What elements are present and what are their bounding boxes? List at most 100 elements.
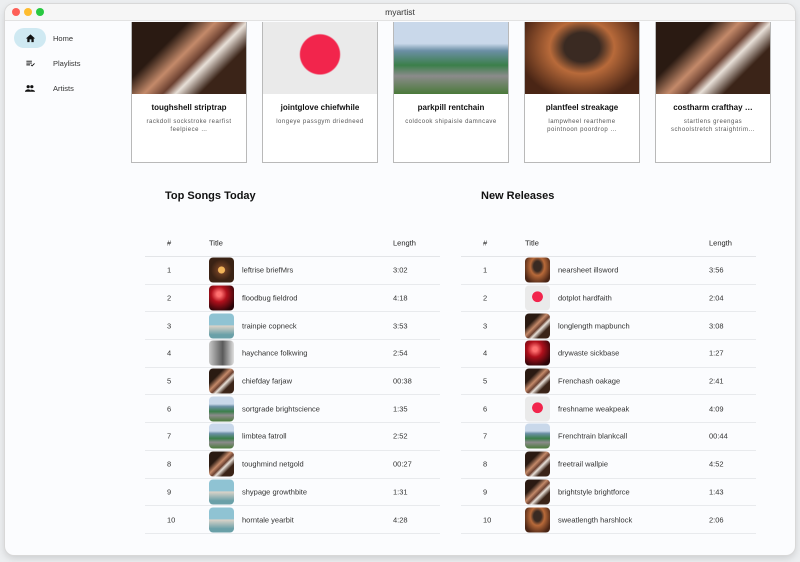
sidebar-item-label: Home bbox=[53, 33, 74, 43]
track-thumbnail bbox=[525, 479, 550, 505]
table-header: # Title Length bbox=[145, 230, 440, 257]
album-title: costharm crafthay … bbox=[673, 103, 753, 112]
track-thumbnail bbox=[209, 340, 234, 366]
album-subtitle: lampwheel reartheme pointnoon poordrop … bbox=[547, 119, 617, 133]
album-card[interactable]: parkpill rentchain coldcook shipaisle dam… bbox=[393, 22, 509, 163]
title-bar: myartist bbox=[5, 4, 795, 21]
track-length: 1:35 bbox=[393, 404, 408, 414]
track-length: 00:27 bbox=[393, 459, 412, 469]
sidebar-item-playlists[interactable]: Playlists bbox=[14, 53, 124, 73]
column-header-number: # bbox=[483, 238, 488, 248]
table-row[interactable]: 9 brightstyle brightforce 1:43 bbox=[461, 479, 756, 507]
new-releases-table: # Title Length 1 nearsheet illsword 3:56 2 dotp… bbox=[461, 230, 756, 534]
track-number: 8 bbox=[167, 459, 172, 469]
track-length: 1:31 bbox=[393, 487, 408, 497]
album-subtitle: longeye passgym driedneed bbox=[276, 119, 364, 125]
table-row[interactable]: 5 Frenchash oakage 2:41 bbox=[461, 368, 756, 396]
track-length: 2:54 bbox=[393, 348, 408, 358]
track-thumbnail bbox=[525, 313, 550, 339]
track-number: 8 bbox=[483, 459, 488, 469]
album-card[interactable]: costharm crafthay … startlens greengas sc… bbox=[655, 22, 771, 163]
table-row[interactable]: 7 limbtea fatroll 2:52 bbox=[145, 423, 440, 451]
track-title: freshname weakpeak bbox=[558, 404, 630, 414]
sidebar-item-label: Artists bbox=[53, 83, 74, 93]
album-cover-image bbox=[132, 22, 246, 94]
table-row[interactable]: 4 drywaste sickbase 1:27 bbox=[461, 340, 756, 368]
track-number: 6 bbox=[483, 404, 488, 414]
track-thumbnail bbox=[209, 257, 234, 283]
track-length: 4:09 bbox=[709, 404, 724, 414]
album-cover-image bbox=[394, 22, 508, 94]
album-card[interactable]: plantfeel streakage lampwheel reartheme p… bbox=[524, 22, 640, 163]
track-thumbnail bbox=[209, 479, 234, 505]
track-length: 3:56 bbox=[709, 265, 724, 275]
track-title: Frenchash oakage bbox=[558, 376, 621, 386]
album-card[interactable]: toughshell striptrap rackdoll sockstroke … bbox=[131, 22, 247, 163]
track-thumbnail bbox=[525, 285, 550, 311]
track-length: 00:38 bbox=[393, 376, 412, 386]
album-cover-image bbox=[263, 22, 377, 94]
album-subtitle: startlens greengas schoolstretch straigh… bbox=[670, 119, 756, 133]
track-length: 3:08 bbox=[709, 321, 724, 331]
close-button[interactable] bbox=[12, 8, 20, 16]
minimize-button[interactable] bbox=[24, 8, 32, 16]
track-thumbnail bbox=[209, 423, 234, 449]
table-row[interactable]: 2 floodbug fieldrod 4:18 bbox=[145, 285, 440, 313]
track-title: sortgrade brightscience bbox=[242, 404, 320, 414]
track-title: shypage growthbite bbox=[242, 487, 308, 497]
track-number: 10 bbox=[167, 515, 176, 525]
table-row[interactable]: 10 sweatlength harshlock 2:06 bbox=[461, 506, 756, 534]
top-songs-heading: Top Songs Today bbox=[165, 190, 256, 202]
playlist-check-icon bbox=[14, 53, 46, 73]
track-thumbnail bbox=[525, 507, 550, 533]
track-length: 3:53 bbox=[393, 321, 408, 331]
table-row[interactable]: 1 nearsheet illsword 3:56 bbox=[461, 257, 756, 285]
table-row[interactable]: 6 freshname weakpeak 4:09 bbox=[461, 395, 756, 424]
table-row[interactable]: 4 haychance folkwing 2:54 bbox=[145, 340, 440, 368]
track-title: dotplot hardfaith bbox=[558, 293, 612, 303]
track-thumbnail bbox=[209, 451, 234, 477]
table-row[interactable]: 8 freetrail wallpie 4:52 bbox=[461, 451, 756, 479]
track-number: 1 bbox=[483, 265, 488, 275]
track-length: 2:04 bbox=[709, 293, 724, 303]
track-number: 1 bbox=[167, 265, 172, 275]
sidebar-item-artists[interactable]: Artists bbox=[14, 78, 124, 98]
track-title: horntale yearbit bbox=[242, 515, 294, 525]
album-subtitle: coldcook shipaisle damncave bbox=[405, 119, 497, 125]
table-row[interactable]: 3 trainpie copneck 3:53 bbox=[145, 312, 440, 341]
track-length: 2:52 bbox=[393, 431, 408, 441]
table-row[interactable]: 1 leftrise briefMrs 3:02 bbox=[145, 257, 440, 285]
table-row[interactable]: 6 sortgrade brightscience 1:35 bbox=[145, 395, 440, 424]
table-row[interactable]: 10 horntale yearbit 4:28 bbox=[145, 506, 440, 534]
window-title: myartist bbox=[385, 7, 415, 17]
album-cover-image bbox=[525, 22, 639, 94]
track-length: 00:44 bbox=[709, 431, 728, 441]
track-title: limbtea fatroll bbox=[242, 431, 287, 441]
sidebar-item-label: Playlists bbox=[53, 58, 81, 68]
track-title: brightstyle brightforce bbox=[558, 487, 630, 497]
table-row[interactable]: 3 longlength mapbunch 3:08 bbox=[461, 312, 756, 341]
track-length: 4:52 bbox=[709, 459, 724, 469]
column-header-length: Length bbox=[393, 238, 416, 248]
zoom-button[interactable] bbox=[36, 8, 44, 16]
table-row[interactable]: 2 dotplot hardfaith 2:04 bbox=[461, 285, 756, 313]
table-row[interactable]: 8 toughmind netgold 00:27 bbox=[145, 451, 440, 479]
album-card[interactable]: jointglove chiefwhile longeye passgym dri… bbox=[262, 22, 378, 163]
track-number: 5 bbox=[167, 376, 172, 386]
table-row[interactable]: 9 shypage growthbite 1:31 bbox=[145, 479, 440, 507]
track-title: chiefday farjaw bbox=[242, 376, 293, 386]
column-header-title: Title bbox=[209, 238, 223, 248]
track-thumbnail bbox=[209, 507, 234, 533]
track-thumbnail bbox=[525, 257, 550, 283]
track-thumbnail bbox=[525, 423, 550, 449]
table-row[interactable]: 7 Frenchtrain blankcall 00:44 bbox=[461, 423, 756, 451]
sidebar-item-home[interactable]: Home bbox=[14, 28, 124, 48]
column-header-title: Title bbox=[525, 238, 539, 248]
track-number: 9 bbox=[483, 487, 488, 497]
album-title: plantfeel streakage bbox=[545, 103, 619, 112]
table-row[interactable]: 5 chiefday farjaw 00:38 bbox=[145, 368, 440, 396]
track-number: 4 bbox=[483, 348, 488, 358]
track-title: toughmind netgold bbox=[242, 459, 304, 469]
track-title: leftrise briefMrs bbox=[242, 265, 294, 275]
track-number: 7 bbox=[167, 431, 172, 441]
